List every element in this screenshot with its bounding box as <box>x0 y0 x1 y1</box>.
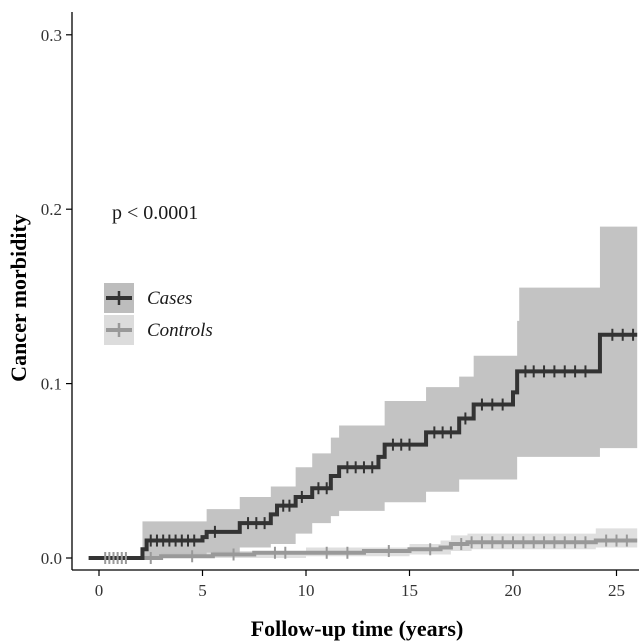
x-tick-label: 15 <box>401 581 418 600</box>
legend: Cases Controls <box>104 283 213 345</box>
legend-label-controls: Controls <box>147 320 213 341</box>
y-tick-label: 0.2 <box>41 200 62 219</box>
censor-marks <box>104 328 635 564</box>
y-tick-label: 0.1 <box>41 375 62 394</box>
step-curves <box>88 332 638 560</box>
p-value-annotation: p < 0.0001 <box>112 202 198 224</box>
step-line-cases <box>88 332 638 560</box>
step-line-controls <box>88 538 638 560</box>
x-axis-title: Follow-up time (years) <box>251 616 464 641</box>
confidence-bands <box>88 226 638 558</box>
x-axis-ticks: 0 5 10 15 20 25 <box>95 570 625 600</box>
x-tick-label: 10 <box>298 581 315 600</box>
band-cases <box>88 226 638 558</box>
band-controls <box>88 528 638 558</box>
x-tick-label: 20 <box>505 581 522 600</box>
legend-label-cases: Cases <box>147 288 192 309</box>
x-tick-label: 0 <box>95 581 104 600</box>
x-tick-label: 5 <box>198 581 207 600</box>
y-tick-label: 0.0 <box>41 549 62 568</box>
y-axis-title: Cancer morbidity <box>6 214 31 382</box>
x-tick-label: 25 <box>608 581 625 600</box>
y-axis-ticks: 0.0 0.1 0.2 0.3 <box>41 26 72 568</box>
y-tick-label: 0.3 <box>41 26 62 45</box>
